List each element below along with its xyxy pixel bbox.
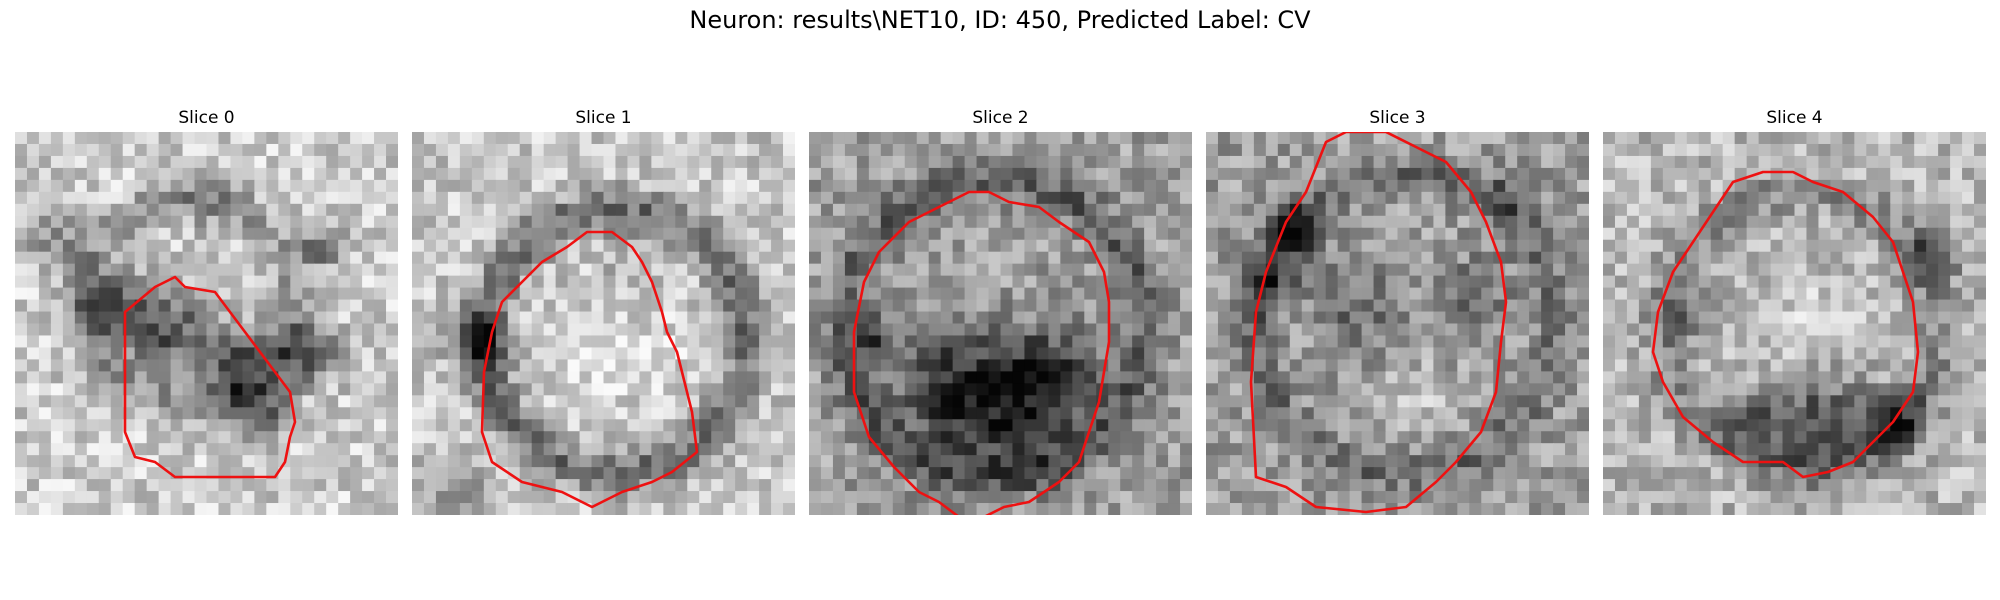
segmentation-contour [1651, 170, 1920, 479]
slice-image [412, 132, 795, 515]
segmentation-contour [480, 230, 699, 509]
slice-image [1206, 132, 1589, 515]
segmentation-contour [123, 275, 297, 479]
slice-title: Slice 0 [178, 108, 235, 128]
segmentation-contour [1249, 132, 1508, 514]
slice-image [15, 132, 398, 515]
slice-title: Slice 3 [1369, 108, 1426, 128]
slice-image [1603, 132, 1986, 515]
segmentation-contour [852, 190, 1111, 515]
figure-title: Neuron: results\NET10, ID: 450, Predicte… [689, 6, 1311, 34]
slice-image [809, 132, 1192, 515]
slice-title: Slice 1 [575, 108, 632, 128]
slice-title: Slice 4 [1766, 108, 1823, 128]
slice-title: Slice 2 [972, 108, 1029, 128]
